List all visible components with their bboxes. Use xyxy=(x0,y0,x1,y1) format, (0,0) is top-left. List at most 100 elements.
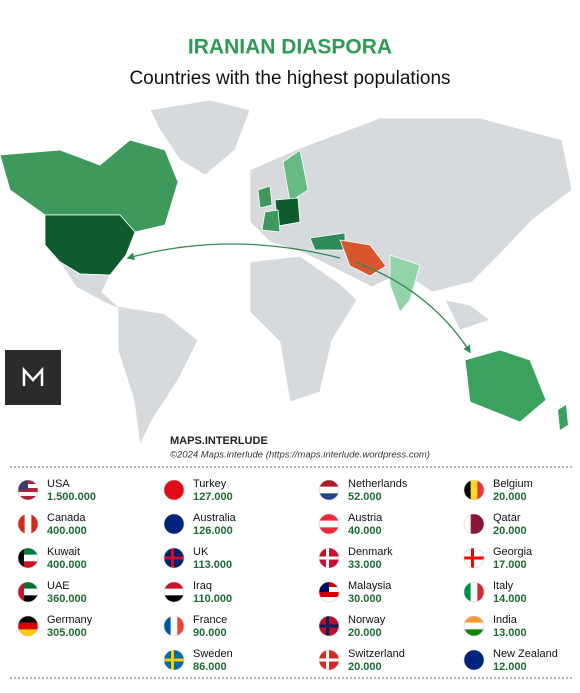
flag-stripe xyxy=(164,582,184,589)
flag xyxy=(18,514,38,534)
flag-ring xyxy=(17,581,39,603)
population: 17.000 xyxy=(493,559,527,571)
flag-cross xyxy=(326,616,329,636)
flag-stripe xyxy=(470,514,478,534)
population: 52.000 xyxy=(348,491,382,503)
title: IRANIAN DIASPORA xyxy=(188,36,392,59)
new-zealand xyxy=(558,405,568,430)
flag-ring xyxy=(463,615,485,637)
country-name: USA xyxy=(47,478,70,490)
flag-stripe xyxy=(477,480,484,500)
flag-ring xyxy=(463,547,485,569)
country-name: Sweden xyxy=(193,648,233,660)
arrow xyxy=(126,243,341,261)
flag-stripe xyxy=(164,595,184,602)
country-name: Malaysia xyxy=(348,580,392,592)
flag-stripe xyxy=(18,582,38,589)
africa xyxy=(249,255,358,403)
flag xyxy=(464,582,484,602)
flag-stripe xyxy=(319,597,339,602)
flag-stripe xyxy=(464,650,484,670)
population: 30.000 xyxy=(348,593,382,605)
flag-ring xyxy=(163,479,185,501)
flag-stripe xyxy=(31,514,38,534)
flag-stripe xyxy=(319,592,339,598)
flag-stripe xyxy=(18,488,38,493)
population: 20.000 xyxy=(348,627,382,639)
flag-stripe xyxy=(319,480,339,487)
country-name: UAE xyxy=(47,580,70,592)
flag xyxy=(319,548,339,568)
india xyxy=(389,254,421,313)
flag xyxy=(164,650,184,670)
flag xyxy=(464,514,484,534)
flag-ring xyxy=(318,615,340,637)
flag-ring xyxy=(318,581,340,603)
flag-stripe xyxy=(477,514,484,534)
flag-ring xyxy=(463,649,485,671)
country-name: Germany xyxy=(47,614,93,626)
flag-stripe xyxy=(164,480,184,500)
population: 20.000 xyxy=(348,661,382,673)
population: 40.000 xyxy=(348,525,382,537)
south-america xyxy=(117,305,199,447)
flag-stripe xyxy=(18,622,38,630)
population: 400.000 xyxy=(47,525,87,537)
country-name: Switzerland xyxy=(348,648,405,660)
country-name: Kuwait xyxy=(47,546,80,558)
country-name: Georgia xyxy=(493,546,533,558)
flag-stripe xyxy=(18,588,38,596)
population: 400.000 xyxy=(47,559,87,571)
flag-cross xyxy=(471,548,474,568)
flag-stripe xyxy=(319,493,339,500)
flag-ring xyxy=(463,581,485,603)
flag xyxy=(464,480,484,500)
country-name: Norway xyxy=(348,614,386,626)
flag xyxy=(319,616,339,636)
country-name: Canada xyxy=(47,512,86,524)
central-america xyxy=(59,261,123,311)
country-name: Australia xyxy=(193,512,237,524)
flag-stripe xyxy=(319,514,339,521)
flag-stripe xyxy=(477,582,484,602)
canada xyxy=(0,139,179,233)
population: 20.000 xyxy=(493,491,527,503)
flag-ring xyxy=(318,649,340,671)
flag xyxy=(464,616,484,636)
flag-stripe xyxy=(470,480,478,500)
flag xyxy=(18,582,38,602)
population: 127.000 xyxy=(193,491,233,503)
southeast-asia xyxy=(444,299,491,331)
flag-stripe xyxy=(18,554,38,562)
country-name: France xyxy=(193,614,227,626)
flag-ring xyxy=(163,615,185,637)
population: 113.000 xyxy=(193,559,232,571)
flag-canton xyxy=(319,582,329,592)
flag-cross xyxy=(326,650,329,670)
flag-stripe xyxy=(18,514,25,534)
flag-stripe xyxy=(170,616,178,636)
flag-ring xyxy=(318,547,340,569)
flag xyxy=(18,616,38,636)
country-name: Turkey xyxy=(193,478,227,490)
flag-canton xyxy=(18,480,28,490)
population: 33.000 xyxy=(348,559,382,571)
flag-stripe xyxy=(464,622,484,630)
flag-ring xyxy=(163,547,185,569)
flag-ring xyxy=(17,513,39,535)
country-name: New Zealand xyxy=(493,648,558,660)
flag-ring xyxy=(463,513,485,535)
scandinavia xyxy=(282,149,309,203)
logo xyxy=(5,350,61,405)
flag-stripe xyxy=(464,480,471,500)
flag-stripe xyxy=(177,616,184,636)
population: 14.000 xyxy=(493,593,527,605)
country-name: Denmark xyxy=(348,546,393,558)
flag-cross xyxy=(326,548,329,568)
flag-stripe xyxy=(470,582,478,602)
country-name: Austria xyxy=(348,512,383,524)
flag-stripe xyxy=(18,496,38,500)
flag xyxy=(164,514,184,534)
population: 110.000 xyxy=(193,593,232,605)
